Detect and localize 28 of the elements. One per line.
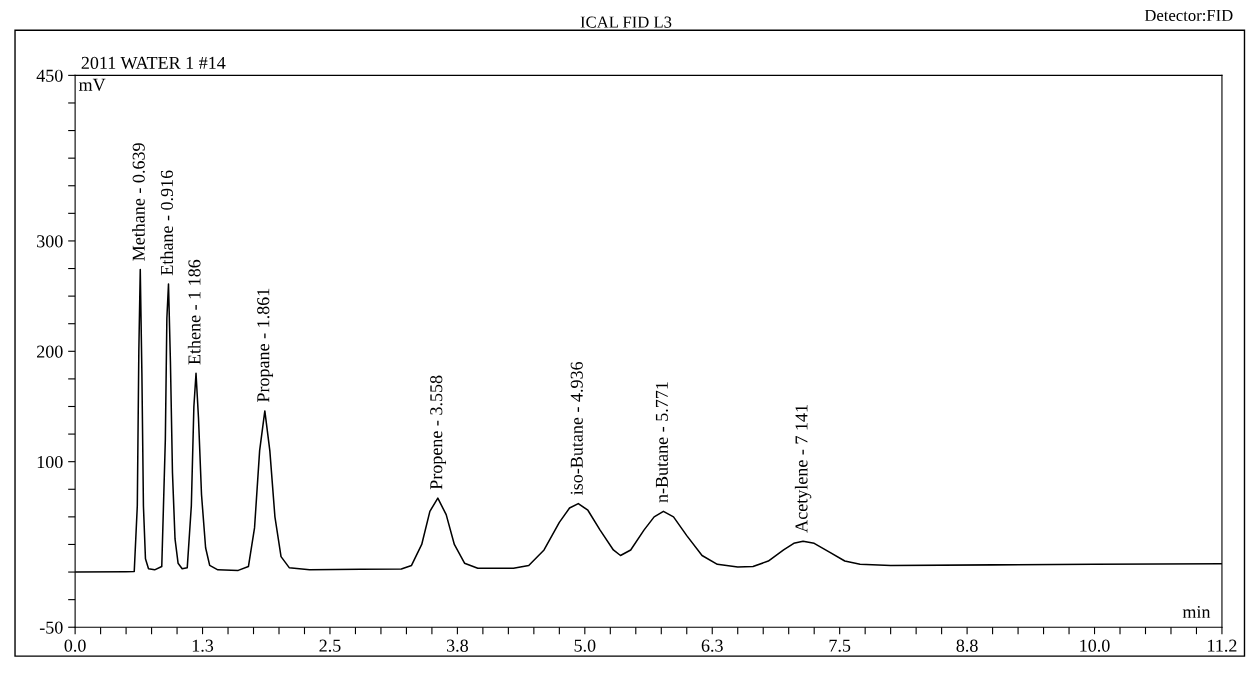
annotation: Propene - 3.558 [430, 375, 447, 490]
annotation: Propane - 1.861 [257, 288, 274, 403]
x-tick-label: 1.3 [192, 639, 214, 652]
x-tick-label: 8.8 [956, 639, 978, 652]
x-tick-label: 6.3 [701, 639, 723, 652]
text: Detector:FID [1144, 9, 1233, 22]
chart-title: ICAL FID L3 [580, 16, 672, 28]
x-tick-label: 5.0 [574, 639, 596, 652]
x-tick-label: 11.2 [1208, 639, 1237, 652]
y-tick-label: 100 [37, 455, 63, 469]
annotation: n-Butane - 5.771 [655, 382, 669, 503]
x-tick-label: 10.0 [1080, 639, 1110, 652]
x-axis-title: min [1182, 605, 1211, 618]
x-tick-label: 3.8 [446, 639, 468, 652]
y-tick-label: -50 [39, 621, 63, 634]
y-tick-label: 200 [37, 345, 63, 358]
chart-subtitle: 2011 WATER 1 #14 [81, 56, 226, 70]
x-tick-label: 2.5 [319, 639, 341, 652]
annotation: Ethane - 0.916 [160, 170, 174, 276]
y-axis-title: mV [78, 78, 106, 91]
y-tick-label: 450 [36, 69, 63, 82]
annotation: Methane - 0.639 [132, 143, 145, 261]
x-tick-label: 0.0 [64, 639, 86, 652]
x-tick-label: 7.5 [829, 639, 851, 652]
annotation: iso-Butane - 4.936 [570, 361, 583, 495]
annotation: Acetylene - 7 141 [794, 405, 812, 533]
annotation: Ethene - 1 186 [187, 259, 201, 365]
y-tick-label: 300 [37, 235, 63, 248]
